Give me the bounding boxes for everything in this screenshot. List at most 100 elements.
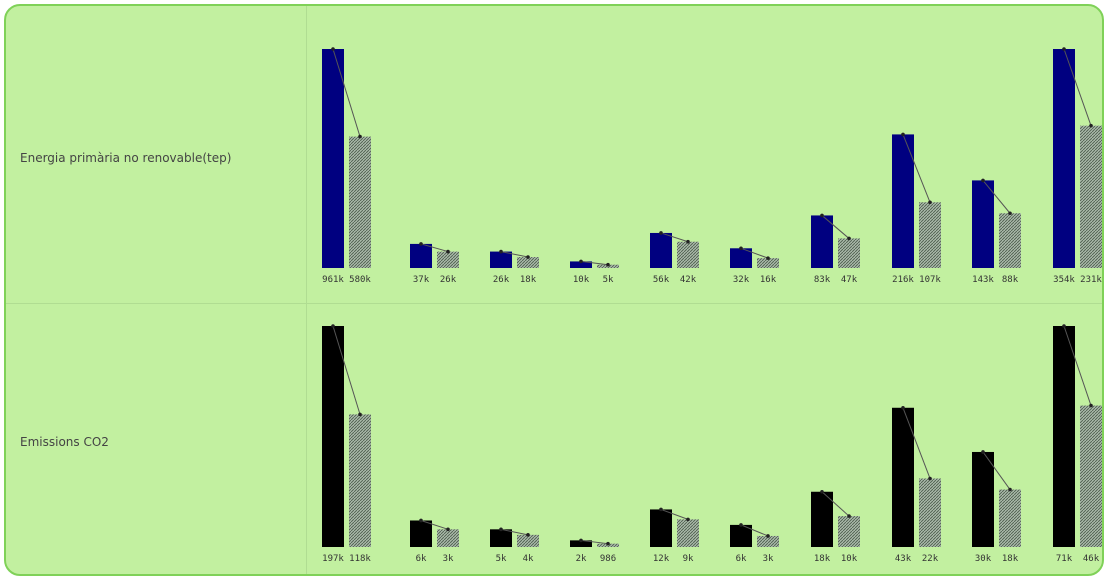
bar-top-marker — [928, 476, 932, 481]
bar-value-label: 961k — [322, 275, 344, 285]
bar-value-label: 26k — [440, 275, 457, 285]
bar-top-marker — [446, 527, 450, 532]
bar-primary — [490, 529, 512, 547]
bar-value-label: 10k — [573, 275, 590, 285]
bar-top-marker — [331, 324, 335, 328]
bar-top-marker — [766, 534, 770, 538]
bar-top-marker — [579, 259, 583, 264]
connector-line — [332, 325, 361, 415]
bar-value-label: 30k — [975, 554, 992, 564]
bar-primary — [650, 232, 672, 268]
bar-top-marker — [928, 200, 932, 205]
bar-top-marker — [659, 231, 663, 235]
connector-line — [332, 48, 361, 137]
bar-top-marker — [606, 541, 610, 546]
bar-primary — [811, 491, 833, 547]
bar-top-marker — [1089, 123, 1093, 128]
bar-secondary — [757, 535, 779, 547]
connector-line — [982, 451, 1011, 490]
connector-line — [902, 134, 931, 203]
bar-value-label: 107k — [919, 275, 941, 285]
bar-top-marker — [1089, 403, 1093, 408]
bar-top-marker — [901, 405, 905, 410]
bar-primary — [730, 524, 752, 547]
bar-secondary — [677, 241, 699, 268]
bar-primary — [650, 509, 672, 547]
connector-line — [580, 260, 609, 266]
bar-primary — [490, 251, 512, 268]
connector-line — [500, 528, 529, 536]
bar-secondary — [437, 251, 459, 268]
bar-secondary — [919, 478, 941, 547]
bar-value-label: 43k — [895, 554, 912, 564]
bar-top-marker — [526, 533, 530, 537]
bar-value-label: 71k — [1056, 554, 1073, 564]
bar-primary — [892, 134, 914, 268]
bar-primary — [811, 215, 833, 268]
connector-line — [420, 520, 449, 530]
bar-primary — [410, 243, 432, 268]
bar-value-label: 22k — [922, 554, 939, 564]
row-label-co2: Emissions CO2 — [20, 435, 109, 449]
bar-value-label: 580k — [349, 275, 371, 285]
chart-panel: Energia primària no renovable(tep) Emiss… — [4, 4, 1104, 576]
bar-top-marker — [1062, 47, 1066, 51]
connector-line — [740, 247, 769, 259]
bar-primary — [972, 451, 994, 547]
row-label-energy: Energia primària no renovable(tep) — [20, 151, 232, 165]
bar-secondary — [437, 529, 459, 547]
connector-line — [660, 232, 689, 243]
connector-line — [580, 539, 609, 545]
bar-value-label: 26k — [493, 275, 510, 285]
bar-top-marker — [606, 262, 610, 267]
bar-secondary — [999, 213, 1021, 268]
bar-value-label: 37k — [413, 275, 430, 285]
bar-secondary — [838, 238, 860, 268]
bar-value-label: 197k — [322, 554, 344, 564]
bar-top-marker — [820, 213, 824, 218]
bar-value-label: 32k — [733, 275, 750, 285]
bar-value-label: 18k — [814, 554, 831, 564]
bar-value-label: 986 — [600, 554, 616, 564]
bar-top-marker — [686, 517, 690, 522]
bar-top-marker — [981, 178, 985, 183]
bar-top-marker — [358, 412, 362, 417]
connector-line — [902, 407, 931, 479]
row-divider — [6, 303, 1102, 304]
bar-secondary — [517, 534, 539, 547]
bar-secondary — [838, 516, 860, 547]
column-divider — [306, 6, 307, 574]
bar-value-label: 56k — [653, 275, 670, 285]
bar-secondary — [677, 519, 699, 547]
bar-primary — [570, 261, 592, 268]
bar-secondary — [757, 258, 779, 268]
bar-top-marker — [766, 256, 770, 260]
bar-primary — [570, 540, 592, 547]
connector-line — [740, 524, 769, 537]
bar-primary — [892, 407, 914, 547]
bar-top-marker — [579, 538, 583, 543]
bar-value-label: 6k — [736, 554, 747, 564]
bar-value-label: 10k — [841, 554, 858, 564]
bar-top-marker — [686, 239, 690, 244]
bar-top-marker — [659, 507, 663, 512]
bar-top-marker — [499, 527, 503, 532]
bar-primary — [972, 180, 994, 268]
bar-top-marker — [358, 134, 362, 139]
connector-line — [1063, 325, 1092, 406]
bar-value-label: 354k — [1053, 275, 1075, 285]
bar-top-marker — [331, 47, 335, 51]
bar-value-label: 9k — [683, 554, 694, 564]
bar-secondary — [517, 257, 539, 268]
bar-top-marker — [499, 249, 503, 254]
bar-top-marker — [1008, 211, 1012, 216]
bar-top-marker — [901, 132, 905, 137]
connector-line — [500, 251, 529, 258]
bar-value-label: 18k — [520, 275, 537, 285]
bar-primary — [1053, 326, 1075, 547]
bar-value-label: 2k — [576, 554, 587, 564]
bar-primary — [730, 248, 752, 268]
bar-top-marker — [1062, 324, 1066, 328]
bar-value-label: 231k — [1080, 275, 1102, 285]
bar-value-label: 3k — [443, 554, 454, 564]
